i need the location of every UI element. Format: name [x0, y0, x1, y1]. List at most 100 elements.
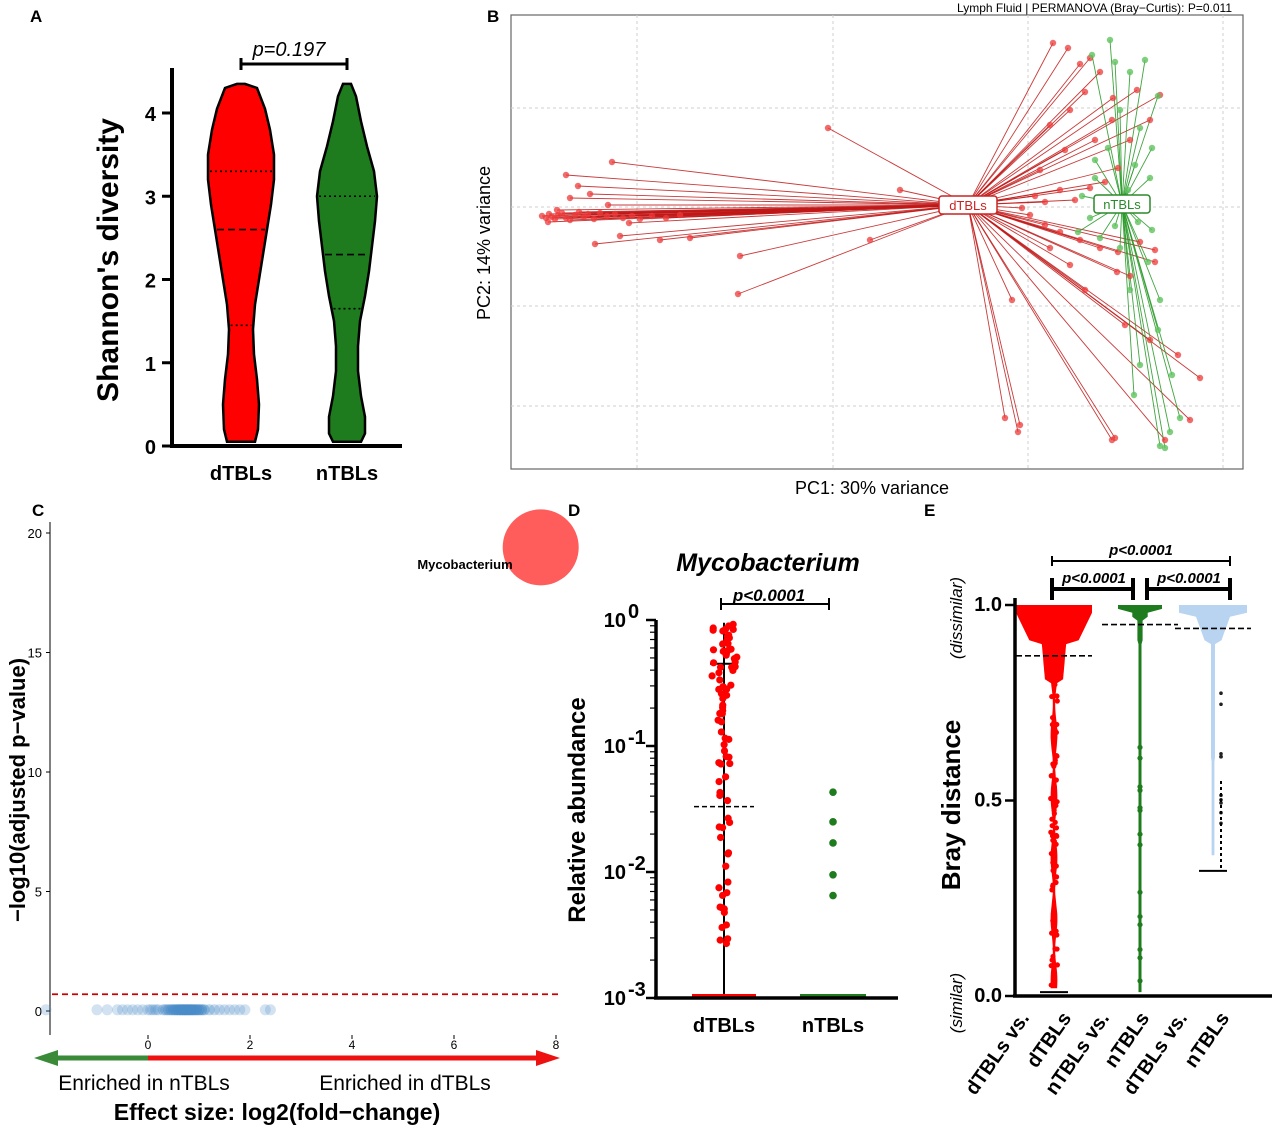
panel-c-label: C [32, 501, 44, 520]
pcoa-point-ntbls [1106, 36, 1114, 44]
pcoa-point-ntbls [1146, 174, 1154, 182]
pcoa-ray-dtbls [556, 204, 969, 211]
pcoa-ray-dtbls [827, 127, 969, 206]
dtbls-point [722, 753, 730, 761]
pcoa-point-dtbls [1126, 272, 1134, 280]
pcoa-point-dtbls [590, 215, 598, 223]
pcoa-point-dtbls [1056, 186, 1064, 194]
volcano-point [229, 1004, 241, 1016]
pcoa-point-dtbls [1046, 121, 1054, 129]
pcoa-ray-dtbls [967, 204, 1118, 273]
panel-b-label: B [487, 7, 499, 26]
pcoa-ray-dtbls [967, 124, 1051, 206]
pcoa-point-dtbls [1016, 421, 1024, 429]
panel-e-label: E [924, 501, 935, 520]
panel-a-ytick-label: 1 [145, 354, 156, 376]
pcoa-point-ntbls [1126, 286, 1134, 294]
pcoa-ray-dtbls [967, 204, 1156, 251]
pcoa-point-dtbls [1056, 228, 1064, 236]
bray-point-between [1219, 754, 1223, 759]
pcoa-point-dtbls [1071, 196, 1079, 204]
dtbls-point [715, 884, 723, 892]
panel-d-ytick-label: 10 [604, 862, 626, 884]
bray-point-dtbls [1053, 825, 1060, 831]
dtbls-point [718, 824, 727, 832]
volcano-point [224, 1004, 236, 1016]
dtbls-point [724, 814, 732, 822]
pcoa-ray-dtbls [619, 204, 969, 237]
pcoa-ray-dtbls [967, 204, 1071, 266]
bray-point-dtbls [1052, 761, 1058, 767]
centroid-label-dtbls: dTBLs [949, 198, 987, 213]
bray-point-dtbls [1054, 932, 1060, 938]
pvalue-top: p<0.0001 [1108, 542, 1173, 559]
pcoa-ray-dtbls [967, 139, 1131, 206]
pcoa-point-dtbls [648, 212, 656, 220]
pcoa-point-dtbls [566, 216, 574, 224]
pcoa-point-dtbls [1061, 146, 1069, 154]
pcoa-point-dtbls [1109, 94, 1117, 102]
pcoa-ray-ntbls [1109, 39, 1123, 205]
pcoa-point-ntbls [1161, 444, 1169, 452]
bray-point-dtbls [1052, 819, 1058, 825]
bracket-left [1050, 578, 1135, 600]
pcoa-ray-dtbls [967, 42, 1054, 206]
dtbls-point [719, 640, 727, 648]
similar-note: (similar) [947, 973, 966, 1033]
pcoa-ray-dtbls [628, 204, 969, 224]
bray-point-dtbls [1049, 833, 1056, 839]
arrow-left-label: Enriched in nTBLs [58, 1072, 230, 1095]
pcoa-ray-dtbls [737, 204, 969, 295]
mycobacterium-label: Mycobacterium [417, 557, 512, 572]
panel-e-yticks: 0.0 0.5 1.0 [974, 594, 1015, 1007]
pcoa-ray-ntbls [1121, 203, 1161, 447]
panel-a-ytick-label: 3 [145, 187, 156, 209]
arrow-right-head [536, 1050, 560, 1066]
centroid-box-ntbls [1093, 194, 1151, 214]
dtbls-point [729, 625, 737, 634]
panel-d-xtick-dtbls: dTBLs [693, 1015, 755, 1037]
volcano-point [40, 1004, 52, 1016]
pvalue-right: p<0.0001 [1156, 570, 1221, 587]
dtbls-point [716, 788, 724, 797]
pcoa-point-dtbls [1076, 236, 1084, 244]
bray-point-dtbls [1048, 963, 1054, 969]
pcoa-point-dtbls [1108, 116, 1116, 124]
pcoa-point-dtbls [1046, 244, 1054, 252]
violin-ntbls [315, 82, 379, 444]
dtbls-point [716, 833, 725, 842]
pcoa-point-dtbls [544, 218, 552, 226]
pcoa-point-dtbls [686, 234, 694, 242]
panel-d-pvalue: p<0.0001 [732, 586, 805, 605]
bray-point-dtbls [1049, 823, 1055, 829]
pvalue-left: p<0.0001 [1061, 570, 1126, 587]
bray-point-between [1219, 801, 1223, 805]
pcoa-ray-ntbls [1121, 203, 1135, 396]
centroid-box-dtbls [938, 195, 998, 215]
pcoa-point-dtbls [896, 186, 904, 194]
dtbls-point [719, 694, 727, 703]
pcoa-point-dtbls [1151, 258, 1159, 266]
panel-c-ytick-label: 15 [28, 646, 42, 661]
pcoa-ray-dtbls [967, 71, 1101, 206]
pcoa-point-dtbls [584, 210, 592, 218]
dtbls-point [724, 935, 732, 943]
panel-d-title: Mycobacterium [676, 549, 859, 577]
bray-point-dtbls [1049, 957, 1055, 963]
bray-point-ntbls [1137, 805, 1143, 811]
panel-e-ytick-label: 0.5 [974, 790, 1002, 812]
pcoa-point-dtbls [824, 124, 832, 132]
volcano-point [91, 1004, 103, 1016]
bracket-top [1051, 556, 1231, 566]
volcano-point [111, 1004, 123, 1016]
dtbls-point [722, 921, 730, 929]
pcoa-point-ntbls [1078, 192, 1086, 200]
ntbls-point [829, 839, 837, 847]
pcoa-point-dtbls [1091, 136, 1099, 144]
pcoa-point-ntbls [1091, 156, 1099, 164]
dtbls-point [726, 759, 734, 768]
pcoa-point-dtbls [562, 171, 570, 179]
pcoa-point-dtbls [1186, 416, 1194, 424]
pcoa-point-dtbls [1076, 60, 1084, 68]
pcoa-point-ntbls [1141, 56, 1149, 64]
